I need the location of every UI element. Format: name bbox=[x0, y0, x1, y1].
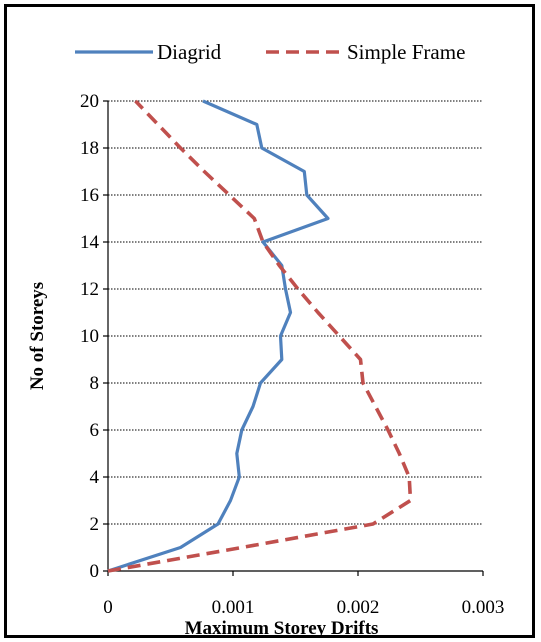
y-tick-label-18: 18 bbox=[80, 138, 99, 159]
x-tick-label-0: 0 bbox=[103, 597, 113, 618]
y-tick-label-6: 6 bbox=[90, 420, 100, 441]
legend-label-diagrid: Diagrid bbox=[157, 40, 222, 64]
chart-frame: 0 2 4 6 8 10 12 14 16 18 20 0 0.001 0.002 0.003 Diagri… bbox=[4, 4, 535, 638]
y-tick-label-10: 10 bbox=[80, 326, 99, 347]
series-lines bbox=[107, 99, 413, 573]
legend: Diagrid Simple Frame bbox=[75, 40, 465, 64]
chart-svg: 0 2 4 6 8 10 12 14 16 18 20 0 0.001 0.002 0.003 Diagri… bbox=[27, 40, 504, 635]
y-tick-label-20: 20 bbox=[80, 91, 99, 112]
gridlines bbox=[108, 100, 483, 525]
y-tick-label-4: 4 bbox=[90, 467, 100, 488]
series-line-diagrid bbox=[107, 99, 330, 573]
y-tick-label-12: 12 bbox=[80, 279, 99, 300]
y-tick-label-2: 2 bbox=[90, 514, 100, 535]
legend-label-simple-frame: Simple Frame bbox=[347, 40, 465, 64]
x-tick-label-0.001: 0.001 bbox=[212, 597, 255, 618]
series-line-simple-frame bbox=[107, 99, 413, 573]
x-tick-label-0.002: 0.002 bbox=[337, 597, 380, 618]
tick-labels: 0 2 4 6 8 10 12 14 16 18 20 0 0.001 0.002 0.003 bbox=[80, 91, 504, 618]
y-tick-label-0: 0 bbox=[90, 561, 100, 582]
x-tick-label-0.003: 0.003 bbox=[462, 597, 505, 618]
x-axis-title: Maximum Storey Drifts bbox=[185, 618, 379, 635]
y-axis-title: No of Storeys bbox=[27, 282, 48, 390]
y-tick-label-14: 14 bbox=[80, 232, 100, 253]
y-tick-label-16: 16 bbox=[80, 185, 99, 206]
y-tick-label-8: 8 bbox=[90, 373, 100, 394]
